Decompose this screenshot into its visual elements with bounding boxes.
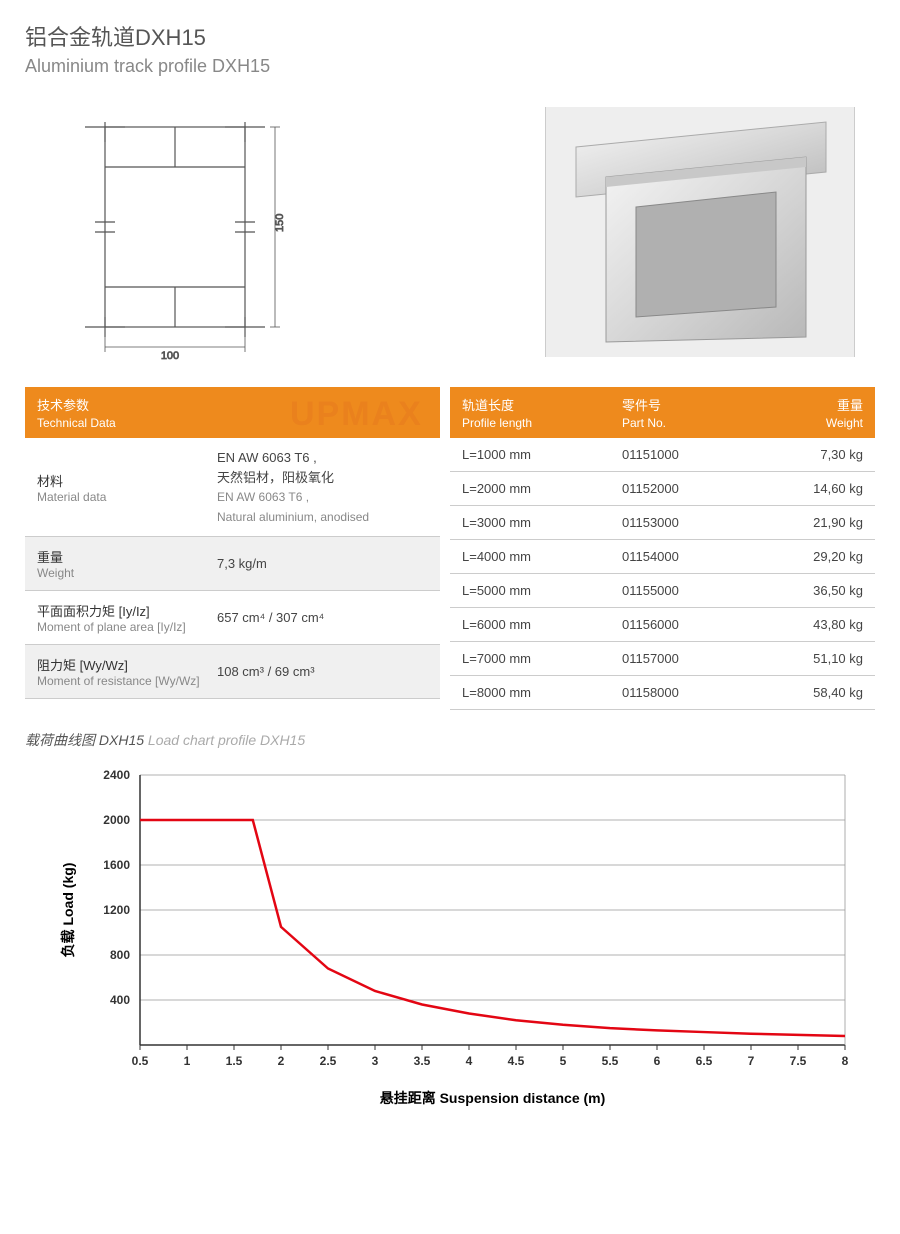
parts-h2-cn: 零件号 [622,395,777,414]
tech-row: 阻力矩 [Wy/Wz]Moment of resistance [Wy/Wz]1… [25,645,440,699]
svg-text:2400: 2400 [103,768,130,782]
parts-h3-cn: 重量 [777,395,863,414]
parts-table: 轨道长度 Profile length 零件号 Part No. 重量 Weig… [450,387,875,710]
svg-text:悬挂距离 Suspension distance (m): 悬挂距离 Suspension distance (m) [379,1090,606,1106]
parts-h3-en: Weight [777,416,863,430]
svg-text:1200: 1200 [103,903,130,917]
parts-row: L=6000 mm0115600043,80 kg [450,608,875,642]
svg-text:7: 7 [748,1054,755,1068]
svg-text:100: 100 [161,350,179,362]
parts-h2-en: Part No. [622,416,777,430]
svg-text:8: 8 [842,1054,849,1068]
profile-photo-svg [546,107,854,357]
profile-photo [545,107,855,357]
svg-text:400: 400 [110,993,130,1007]
parts-row: L=2000 mm0115200014,60 kg [450,472,875,506]
parts-row: L=7000 mm0115700051,10 kg [450,642,875,676]
svg-text:2.5: 2.5 [320,1054,337,1068]
chart-title-cn: 载荷曲线图 DXH15 [25,732,144,748]
svg-text:5.5: 5.5 [602,1054,619,1068]
svg-text:6.5: 6.5 [696,1054,713,1068]
load-chart-svg: 400 800 1200 1600 2000 2400 0.5 1 1.5 2 2.5 3 3.5 4 4.… [45,765,865,1115]
parts-row: L=5000 mm0115500036,50 kg [450,574,875,608]
tech-row: 平面面积力矩 [Iy/Iz]Moment of plane area [Iy/I… [25,591,440,645]
chart-title: 载荷曲线图 DXH15 Load chart profile DXH15 [25,730,875,750]
page-title-en: Aluminium track profile DXH15 [25,56,875,77]
svg-text:150: 150 [274,214,286,232]
tech-header-en: Technical Data [37,416,116,430]
svg-text:2: 2 [278,1054,285,1068]
technical-data-table: 技术参数 Technical Data 材料Material dataEN AW… [25,387,440,710]
tech-row: 材料Material dataEN AW 6063 T6 ,天然铝材，阳极氧化E… [25,438,440,537]
svg-text:2000: 2000 [103,813,130,827]
svg-text:负载 Load (kg): 负载 Load (kg) [60,863,76,958]
svg-text:1.5: 1.5 [226,1054,243,1068]
svg-text:1: 1 [184,1054,191,1068]
svg-text:3.5: 3.5 [414,1054,431,1068]
chart-title-en: Load chart profile DXH15 [148,732,305,748]
parts-row: L=3000 mm0115300021,90 kg [450,506,875,540]
profile-diagram: 100 150 [25,107,325,367]
svg-text:4: 4 [466,1054,473,1068]
profile-cross-section-svg: 100 150 [25,107,325,367]
svg-text:5: 5 [560,1054,567,1068]
svg-text:4.5: 4.5 [508,1054,525,1068]
parts-row: L=1000 mm011510007,30 kg [450,438,875,472]
load-chart: 400 800 1200 1600 2000 2400 0.5 1 1.5 2 2.5 3 3.5 4 4.… [45,765,865,1115]
tables-row: 技术参数 Technical Data 材料Material dataEN AW… [25,387,875,710]
watermark: UPMAX [290,395,423,434]
parts-table-header: 轨道长度 Profile length 零件号 Part No. 重量 Weig… [450,387,875,438]
svg-text:3: 3 [372,1054,379,1068]
svg-text:800: 800 [110,948,130,962]
page-title-cn: 铝合金轨道DXH15 [25,20,875,52]
parts-h1-cn: 轨道长度 [462,395,622,414]
tech-row: 重量Weight7,3 kg/m [25,537,440,591]
tech-header-cn: 技术参数 [37,395,116,414]
svg-text:0.5: 0.5 [132,1054,149,1068]
svg-text:7.5: 7.5 [790,1054,807,1068]
top-row: 100 150 [25,107,875,367]
svg-text:1600: 1600 [103,858,130,872]
parts-row: L=4000 mm0115400029,20 kg [450,540,875,574]
parts-row: L=8000 mm0115800058,40 kg [450,676,875,710]
svg-text:6: 6 [654,1054,661,1068]
parts-h1-en: Profile length [462,416,622,430]
